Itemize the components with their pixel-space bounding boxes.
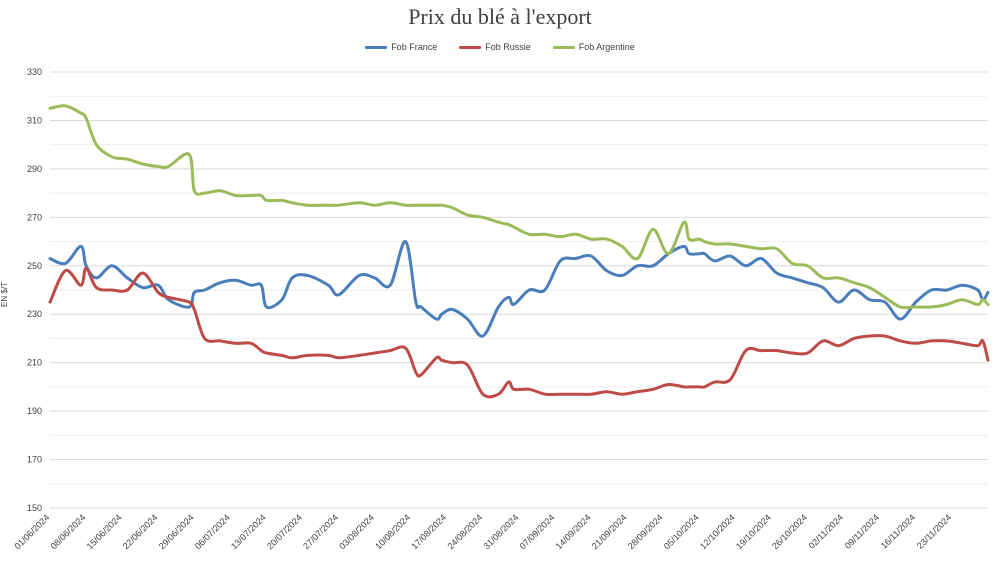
legend-label-argentine: Fob Argentine bbox=[578, 42, 635, 52]
y-tick-labels: 150 170 190 210 230 250 270 290 310 330 bbox=[27, 67, 42, 513]
legend-swatch-france bbox=[365, 45, 388, 49]
series-lines bbox=[48, 104, 990, 399]
x-tick-label: 08/06/2024 bbox=[49, 512, 88, 551]
legend-swatch-argentine bbox=[552, 45, 575, 49]
x-tick-label: 23/11/2024 bbox=[915, 512, 953, 550]
x-tick-label: 26/10/2024 bbox=[770, 512, 809, 551]
legend-item-argentine: Fob Argentine bbox=[552, 42, 635, 52]
x-tick-label: 12/10/2024 bbox=[698, 512, 737, 551]
x-tick-label: 28/09/2024 bbox=[626, 512, 665, 551]
y-tick-label: 290 bbox=[27, 164, 42, 174]
x-tick-label: 03/08/2024 bbox=[337, 512, 376, 551]
y-tick-label: 310 bbox=[27, 115, 42, 125]
x-tick-label: 15/06/2024 bbox=[85, 512, 124, 551]
legend-label-russie: Fob Russie bbox=[485, 42, 531, 52]
x-tick-label: 07/09/2024 bbox=[518, 512, 557, 551]
legend-label-france: Fob France bbox=[391, 42, 438, 52]
x-tick-label: 24/08/2024 bbox=[445, 512, 484, 551]
y-tick-label: 250 bbox=[27, 261, 42, 271]
x-tick-label: 21/09/2024 bbox=[590, 512, 629, 551]
x-tick-label: 16/11/2024 bbox=[879, 512, 917, 550]
x-tick-label: 19/10/2024 bbox=[734, 512, 773, 551]
y-tick-label: 230 bbox=[27, 309, 42, 319]
legend: Fob France Fob Russie Fob Argentine bbox=[0, 42, 1000, 52]
y-tick-label: 170 bbox=[27, 455, 42, 465]
x-tick-label: 31/08/2024 bbox=[481, 512, 520, 551]
x-tick-label: 02/11/2024 bbox=[807, 512, 845, 550]
x-tick-label: 05/10/2024 bbox=[662, 512, 701, 551]
series-line-fob-russie bbox=[48, 266, 990, 399]
x-tick-label: 01/06/2024 bbox=[12, 512, 51, 551]
x-tick-label: 09/11/2024 bbox=[843, 512, 881, 550]
x-tick-label: 27/07/2024 bbox=[301, 512, 340, 551]
x-tick-labels: 01/06/202408/06/202415/06/202422/06/2024… bbox=[12, 512, 953, 551]
legend-item-russie: Fob Russie bbox=[459, 42, 531, 52]
x-tick-label: 06/07/2024 bbox=[193, 512, 232, 551]
x-tick-label: 14/09/2024 bbox=[554, 512, 593, 551]
legend-item-france: Fob France bbox=[365, 42, 437, 52]
x-tick-label: 20/07/2024 bbox=[265, 512, 304, 551]
y-tick-label: 150 bbox=[27, 503, 42, 513]
y-tick-label: 210 bbox=[27, 358, 42, 368]
series-line-fob-argentine bbox=[48, 104, 990, 310]
x-tick-label: 13/07/2024 bbox=[229, 512, 268, 551]
series-line-fob-france bbox=[48, 240, 990, 338]
x-tick-label: 22/06/2024 bbox=[121, 512, 160, 551]
legend-swatch-russie bbox=[459, 45, 482, 49]
y-tick-label: 270 bbox=[27, 212, 42, 222]
x-tick-label: 10/08/2024 bbox=[373, 512, 412, 551]
x-tick-label: 17/08/2024 bbox=[409, 512, 448, 551]
gridlines bbox=[50, 71, 988, 509]
chart-title: Prix du blé à l'export bbox=[408, 4, 592, 29]
x-tick-label: 29/06/2024 bbox=[157, 512, 196, 551]
y-tick-label: 330 bbox=[27, 67, 42, 77]
y-tick-label: 190 bbox=[27, 406, 42, 416]
